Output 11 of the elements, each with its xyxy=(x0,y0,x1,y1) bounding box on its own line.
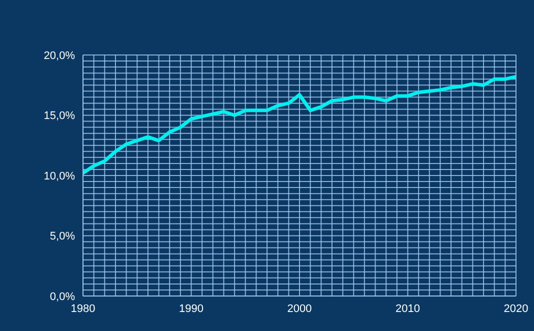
line-series xyxy=(83,74,516,175)
x-tick-label: 2000 xyxy=(287,302,312,315)
x-tick-label: 1980 xyxy=(70,302,96,315)
y-tick-label: 20,0% xyxy=(44,50,76,62)
x-tick-label: 2010 xyxy=(396,302,420,315)
x-tick-label: 1990 xyxy=(179,302,204,315)
y-tick-label: 10,0% xyxy=(44,170,76,182)
x-tick-label: 2020 xyxy=(504,302,528,315)
y-tick-label: 15,0% xyxy=(44,110,76,122)
y-tick-label: 0,0% xyxy=(50,290,76,303)
y-tick-label: 5,0% xyxy=(50,230,76,243)
